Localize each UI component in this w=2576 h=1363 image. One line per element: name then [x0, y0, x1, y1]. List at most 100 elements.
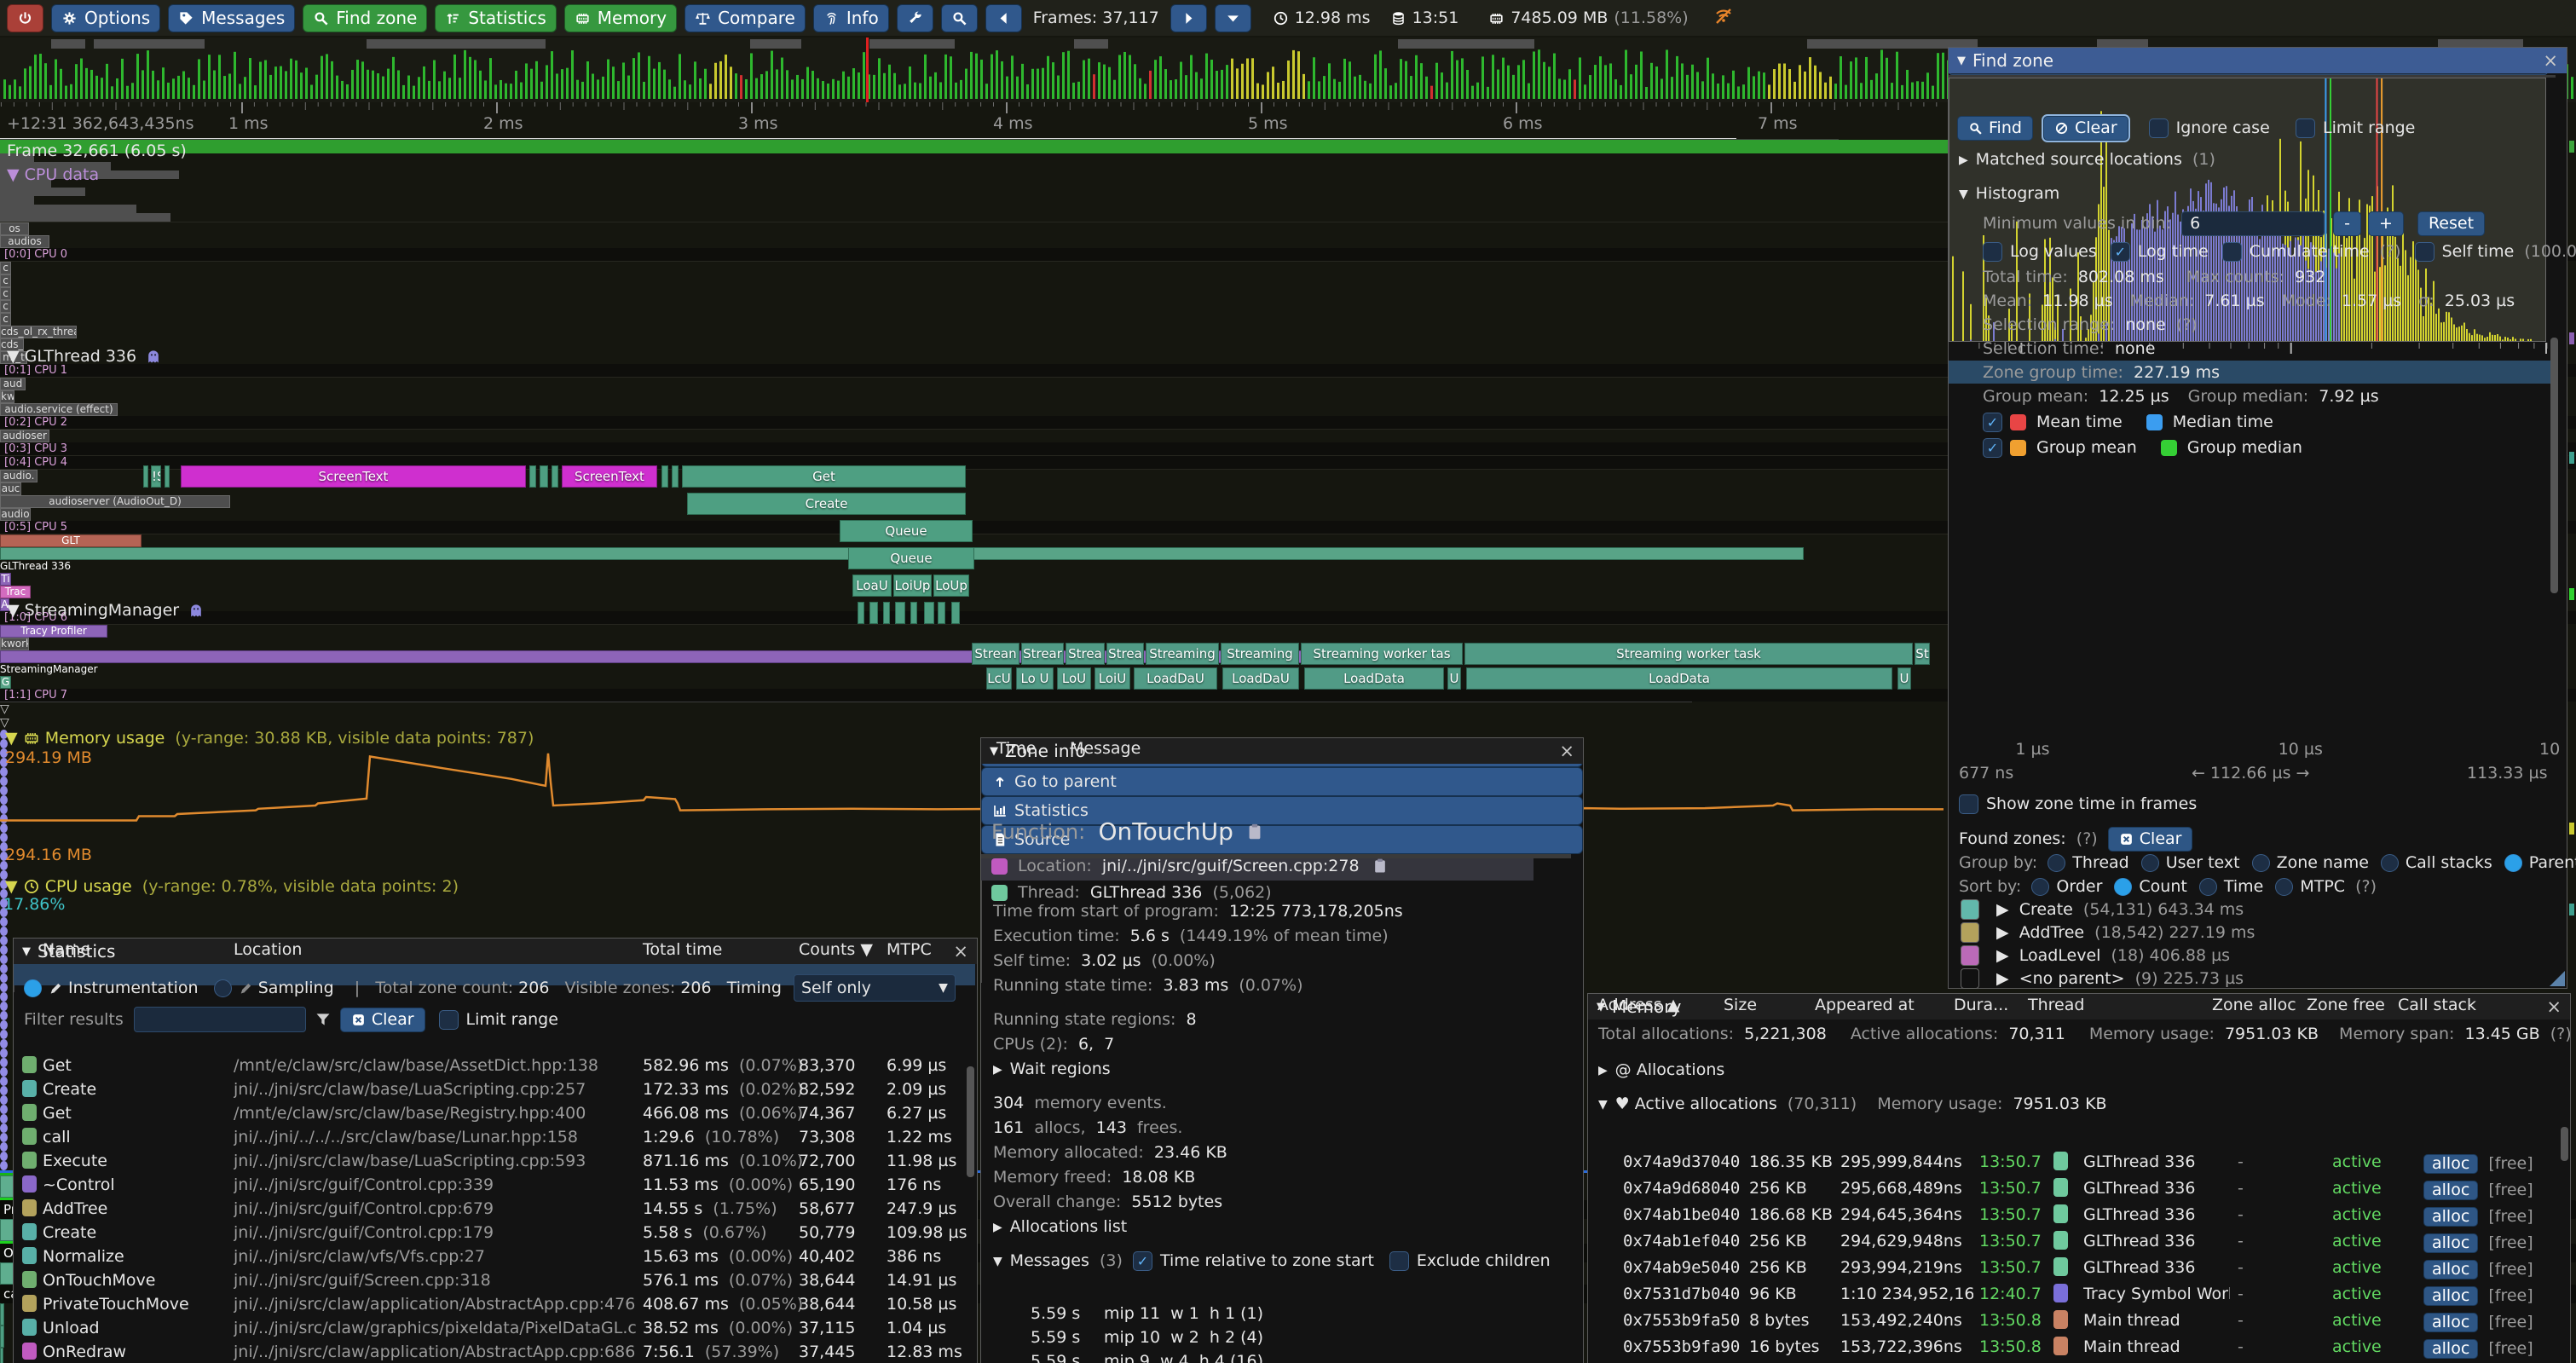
timeline-zone[interactable] [529, 465, 536, 488]
radio-button[interactable] [2199, 878, 2217, 896]
cpu-timeline-segment[interactable]: aud [0, 378, 26, 390]
message-dot[interactable] [0, 917, 8, 927]
cpu-timeline-segment[interactable]: kworker/u [0, 638, 29, 650]
cpu-timeline-segment[interactable]: c [0, 274, 11, 287]
cpu-timeline-segment[interactable]: Ti [0, 573, 11, 586]
resize-grip[interactable] [2550, 971, 2565, 986]
radio-button[interactable] [2504, 854, 2522, 872]
message-dot[interactable] [0, 992, 8, 1002]
timeline-zone[interactable] [540, 465, 548, 488]
tree-arrow[interactable]: ▼ [1598, 1099, 1615, 1111]
timeline-zone-fragment[interactable] [0, 1348, 3, 1363]
power-button[interactable] [7, 4, 43, 32]
message-dot[interactable] [0, 1067, 8, 1077]
timeline-zone[interactable]: LoadDaU [1222, 667, 1299, 690]
prev-frame-button[interactable] [985, 4, 1022, 32]
alloc-callstack-button[interactable]: alloc [2423, 1313, 2478, 1332]
message-dot[interactable] [0, 973, 8, 983]
timeline-zone[interactable]: U [1447, 667, 1461, 690]
timeline-zone[interactable]: Streaming [1146, 643, 1219, 665]
options-button[interactable]: Options [51, 4, 160, 32]
limit-range-checkbox[interactable] [439, 1010, 459, 1030]
timeline-zone-fragment[interactable] [0, 1325, 4, 1348]
timeline-zone[interactable]: Streaming [1221, 643, 1299, 665]
message-dot[interactable] [0, 1011, 8, 1020]
cpu-timeline-segment[interactable]: c [0, 262, 11, 274]
cpu-timeline-segment[interactable]: GLT [0, 534, 142, 547]
message-dot[interactable] [0, 1142, 8, 1152]
timeline-zone[interactable]: LoUp [933, 575, 969, 597]
next-frame-button[interactable] [1170, 4, 1207, 32]
timeline-zone[interactable]: Get [682, 465, 966, 488]
checkbox[interactable] [2222, 242, 2242, 262]
checkbox[interactable]: ✓ [2111, 242, 2130, 262]
radio-button[interactable] [2252, 854, 2270, 872]
timeline-zone[interactable]: St [1915, 643, 1930, 665]
checkbox[interactable] [2415, 242, 2434, 262]
message-dot[interactable] [0, 1020, 8, 1030]
message-dot[interactable] [0, 1105, 8, 1114]
timeline-zone[interactable]: LoiUp [893, 575, 932, 597]
cpu-timeline-segment[interactable]: c [0, 313, 11, 326]
close-icon[interactable]: × [2546, 996, 2562, 1017]
cpu-timeline-segment[interactable]: c [0, 300, 11, 313]
find-zone-titlebar[interactable]: ▼Find zone× [1949, 48, 2567, 73]
timeline-zone[interactable] [938, 602, 945, 624]
message-dot[interactable] [0, 1114, 8, 1123]
timeline-zone[interactable]: LoadDaU [1134, 667, 1217, 690]
tools-button[interactable] [897, 4, 933, 32]
timeline-zone[interactable] [858, 602, 864, 624]
timeline-zone[interactable]: Streaming worker task [1464, 643, 1913, 665]
tree-arrow[interactable]: ▼ [993, 1256, 1010, 1268]
alloc-callstack-button[interactable]: alloc [2423, 1339, 2478, 1359]
radio-button[interactable] [2275, 878, 2293, 896]
find-button[interactable]: Find [1957, 116, 2033, 141]
timeline-zone-fragment[interactable] [0, 1303, 4, 1325]
scrollbar-thumb[interactable] [2550, 338, 2558, 593]
timing-dropdown[interactable]: Self only▼ [794, 974, 956, 1002]
timeline-zone[interactable]: Create [687, 493, 966, 515]
radio-button[interactable] [2141, 854, 2159, 872]
cpu-timeline-segment[interactable]: audio. [0, 470, 38, 482]
timeline-zone[interactable]: LoiU [1095, 667, 1130, 690]
timeline-zone[interactable]: LoadData [1466, 667, 1892, 690]
message-dot[interactable] [0, 1152, 8, 1161]
timeline-zone[interactable]: !S [151, 465, 161, 488]
tree-arrow[interactable]: ▶ [993, 1222, 1010, 1233]
timeline-zone[interactable]: LoU [1057, 667, 1091, 690]
timeline-zone[interactable]: Streaming worker tas [1301, 643, 1463, 665]
timeline-zone[interactable]: ScreenText [181, 465, 526, 488]
message-dot[interactable] [0, 1095, 8, 1105]
sampling-radio[interactable] [214, 979, 232, 997]
message-dot[interactable] [0, 1123, 8, 1133]
limit-range-checkbox[interactable] [2296, 118, 2315, 138]
--button[interactable]: - [2333, 211, 2361, 236]
collapse-icon[interactable]: ▼ [22, 945, 31, 958]
--button[interactable]: + [2368, 211, 2404, 236]
radio-button[interactable] [2031, 878, 2049, 896]
tree-arrow[interactable]: ▶ [1598, 1065, 1615, 1077]
alloc-callstack-button[interactable]: alloc [2423, 1233, 2478, 1253]
close-icon[interactable]: × [953, 941, 968, 962]
checkbox[interactable]: ✓ [1983, 438, 2002, 458]
timeline-zone[interactable]: Strean [972, 643, 1019, 665]
timeline-zone[interactable]: U [1897, 667, 1911, 690]
messages-button[interactable]: Messages [168, 4, 295, 32]
cpu-timeline-segment[interactable]: c [0, 287, 11, 300]
reset-button[interactable]: Reset [2417, 211, 2485, 236]
clear-button[interactable]: Clear [2108, 827, 2193, 852]
cpu-timeline-segment[interactable]: audioser [0, 430, 49, 442]
cpu-timeline-segment[interactable]: os [0, 222, 29, 235]
checkbox[interactable] [1389, 1251, 1409, 1271]
number-input[interactable]: 6 [2181, 211, 2325, 236]
timeline-zone[interactable] [869, 602, 878, 624]
close-icon[interactable]: × [1559, 741, 1574, 761]
tree-arrow[interactable]: ▶ [993, 1064, 1010, 1076]
timeline-zone[interactable]: ScreenText [562, 465, 657, 488]
message-dot[interactable] [0, 1002, 8, 1011]
tree-arrow[interactable]: ▶ [1959, 154, 1976, 166]
timeline-zone[interactable]: LcU [986, 667, 1012, 690]
scrollbar-thumb[interactable] [2561, 1127, 2568, 1161]
timeline-zone[interactable] [165, 465, 170, 488]
find-zone-button[interactable]: Find zone [303, 4, 427, 32]
